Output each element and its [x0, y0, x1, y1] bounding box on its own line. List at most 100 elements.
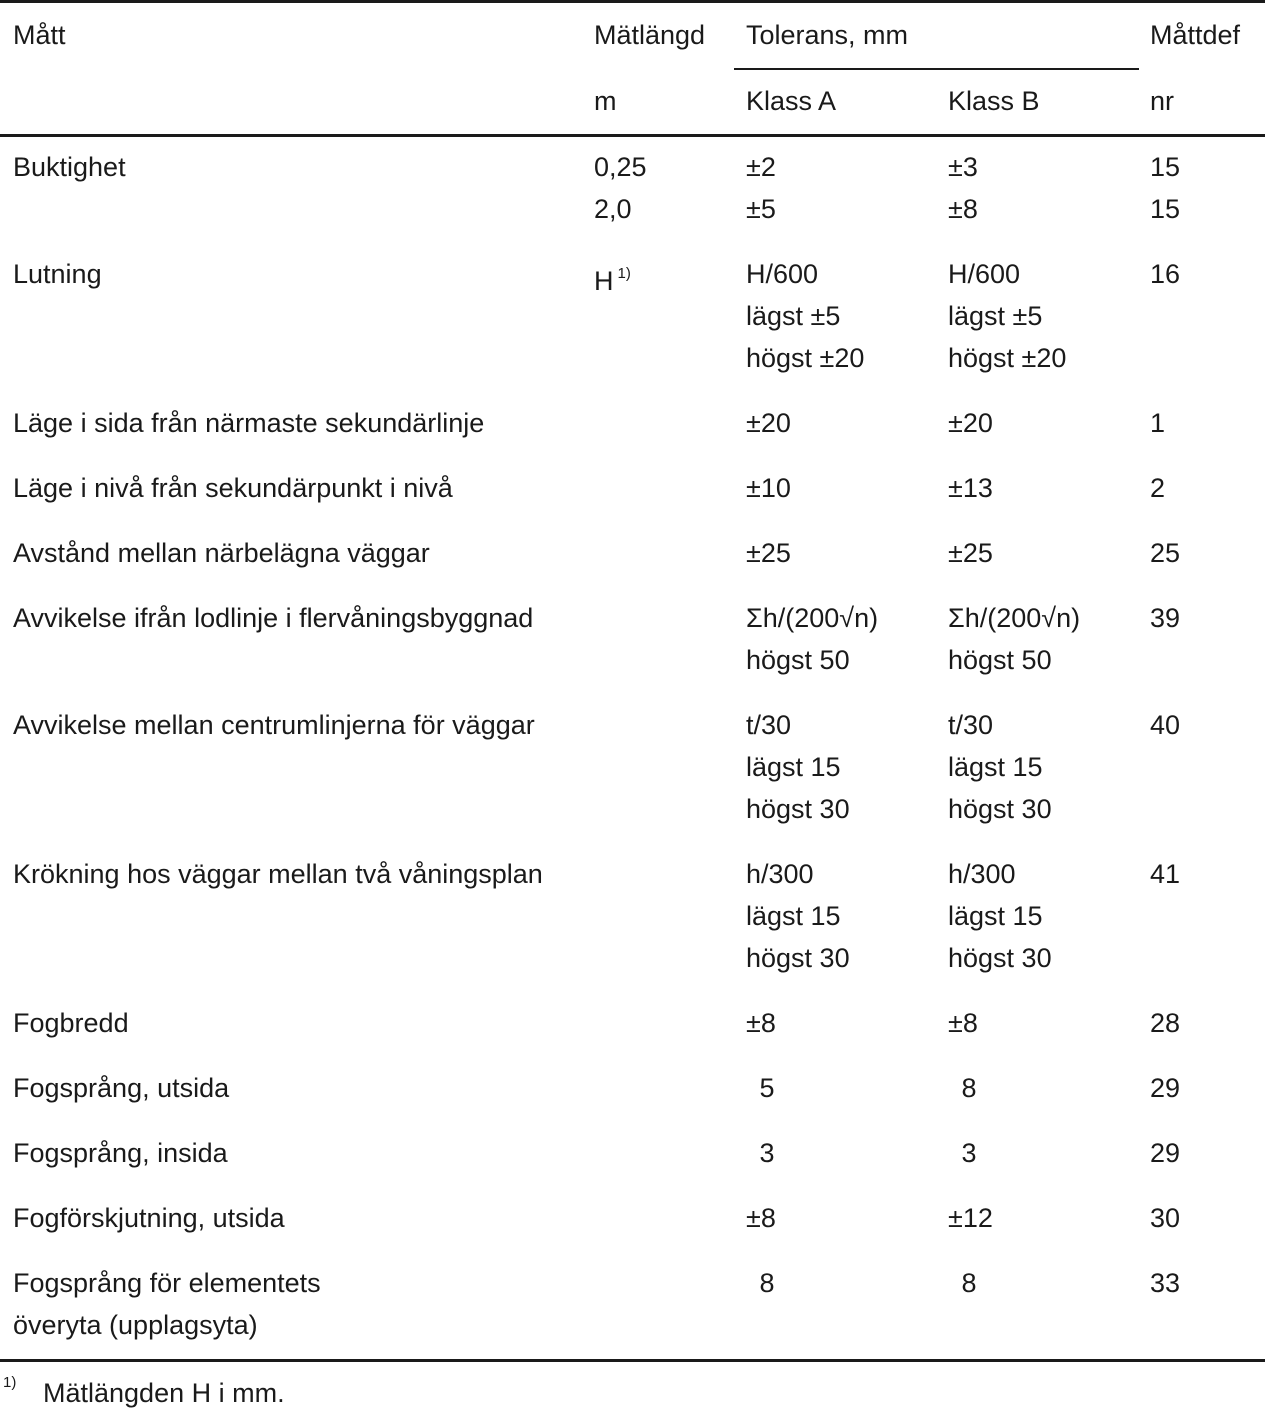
row-label: Krökning hos väggar mellan två våningspl… [13, 853, 543, 895]
row-klass-a-line: högst ±20 [746, 343, 865, 373]
row-klass-b-line: h/300 [948, 859, 1016, 889]
row-mattdef-nr-line: 40 [1150, 710, 1181, 740]
row-klass-b: ±25 [948, 532, 993, 574]
row-label: Läge i nivå från sekundärpunkt i nivå [13, 467, 453, 509]
row-length: 0,25 2,0 [594, 146, 647, 230]
row-klass-a-line: ±5 [746, 194, 776, 224]
row-klass-b-line: Σh/(200√n) [948, 603, 1081, 633]
row-klass-a: Σh/(200√n) högst 50 [746, 597, 878, 681]
row-klass-a-line: lägst 15 [746, 752, 841, 782]
row-klass-a-line: ±2 [746, 152, 776, 182]
row-klass-b-line: ±8 [948, 194, 978, 224]
row-label-line: Buktighet [13, 152, 126, 182]
row-label-line: Läge i sida från närmaste sekundärlinje [13, 408, 485, 438]
row-label-line: Fogsprång, insida [13, 1138, 228, 1168]
header-klass-a: Klass A [746, 86, 837, 116]
row-mattdef-nr-line: 29 [1150, 1073, 1181, 1103]
row-klass-b: 3 [948, 1132, 977, 1174]
row-label: Läge i sida från närmaste sekundärlinje [13, 402, 484, 444]
row-label: Fogsprång, utsida [13, 1067, 229, 1109]
top-rule [0, 0, 1265, 3]
group-rule [734, 68, 1139, 70]
row-klass-a: t/30 lägst 15 högst 30 [746, 704, 850, 830]
row-klass-a: H/600 lägst ±5 högst ±20 [746, 253, 864, 379]
row-klass-a-line: t/30 [746, 710, 792, 740]
row-klass-b-line: ±25 [948, 538, 993, 568]
row-klass-a: ±8 [746, 1002, 776, 1044]
row-klass-a: ±8 [746, 1197, 776, 1239]
row-klass-a-line: Σh/(200√n) [746, 603, 879, 633]
row-klass-b: 8 [948, 1067, 977, 1109]
row-mattdef-nr-line: 2 [1150, 473, 1166, 503]
row-klass-a-line: 8 [746, 1268, 775, 1298]
row-mattdef-nr-line: 28 [1150, 1008, 1181, 1038]
row-klass-a: ±2 ±5 [746, 146, 776, 230]
row-mattdef-nr-line: 15 [1150, 152, 1181, 182]
row-mattdef-nr: 15 15 [1150, 146, 1180, 230]
header-tolerans: Tolerans, mm [746, 20, 909, 50]
row-klass-b-line: 3 [948, 1138, 977, 1168]
row-klass-a-line: ±20 [746, 408, 791, 438]
header-mattdef: Måttdef [1150, 20, 1241, 50]
row-length: H 1) [594, 253, 631, 302]
row-label-line: Läge i nivå från sekundärpunkt i nivå [13, 473, 453, 503]
row-klass-b-line: högst 50 [948, 645, 1052, 675]
row-klass-b-line: ±3 [948, 152, 978, 182]
row-mattdef-nr-line: 30 [1150, 1203, 1181, 1233]
row-klass-b-line: t/30 [948, 710, 994, 740]
row-klass-a: h/300 lägst 15 högst 30 [746, 853, 850, 979]
row-mattdef-nr: 30 [1150, 1197, 1180, 1239]
row-klass-b-line: lägst ±5 [948, 301, 1043, 331]
row-klass-a-line: ±25 [746, 538, 791, 568]
footnote-text: Mätlängden H i mm. [43, 1378, 285, 1408]
row-mattdef-nr-line: 25 [1150, 538, 1181, 568]
header-matt: Mått [13, 20, 66, 50]
row-klass-a: ±25 [746, 532, 791, 574]
row-label: Avvikelse ifrån lodlinje i flervåningsby… [13, 597, 533, 639]
row-mattdef-nr: 2 [1150, 467, 1165, 509]
row-label: Avstånd mellan närbelägna väggar [13, 532, 430, 574]
row-label-line: Krökning hos väggar mellan två våningspl… [13, 859, 543, 889]
row-mattdef-nr-line: 1 [1150, 408, 1166, 438]
row-mattdef-nr-line: 33 [1150, 1268, 1181, 1298]
row-length-line: 2,0 [594, 194, 632, 224]
header-matlangd: Mätlängd [594, 20, 706, 50]
row-label-line: Avvikelse ifrån lodlinje i flervåningsby… [13, 603, 534, 633]
row-label: Avvikelse mellan centrumlinjerna för väg… [13, 704, 535, 746]
row-klass-a: 3 [746, 1132, 775, 1174]
row-mattdef-nr-line: 16 [1150, 259, 1181, 289]
row-length-line: H 1) [594, 265, 631, 296]
row-label-line: Avvikelse mellan centrumlinjerna för väg… [13, 710, 535, 740]
row-klass-b-line: lägst 15 [948, 752, 1043, 782]
row-label: Fogsprång, insida [13, 1132, 228, 1174]
row-label-line: Fogsprång för elementets [13, 1268, 321, 1298]
row-mattdef-nr-line: 41 [1150, 859, 1181, 889]
row-klass-b-line: högst 30 [948, 943, 1052, 973]
row-klass-b: t/30 lägst 15 högst 30 [948, 704, 1052, 830]
row-label-line: Fogbredd [13, 1008, 129, 1038]
row-mattdef-nr: 29 [1150, 1067, 1180, 1109]
row-klass-a-line: ±8 [746, 1203, 776, 1233]
row-klass-a-line: lägst 15 [746, 901, 841, 931]
row-label-line: Fogförskjutning, utsida [13, 1203, 285, 1233]
row-klass-a-line: högst 30 [746, 943, 850, 973]
row-klass-a-line: högst 30 [746, 794, 850, 824]
row-klass-b-line: högst ±20 [948, 343, 1067, 373]
header-unit-m: m [594, 86, 617, 116]
row-mattdef-nr: 41 [1150, 853, 1180, 895]
header-klass-b: Klass B [948, 86, 1040, 116]
row-klass-b: ±12 [948, 1197, 993, 1239]
row-klass-b-line: 8 [948, 1268, 977, 1298]
table-bottom-rule [0, 1359, 1265, 1362]
row-klass-a-line: 5 [746, 1073, 775, 1103]
row-klass-b-line: ±20 [948, 408, 993, 438]
row-mattdef-nr: 40 [1150, 704, 1180, 746]
row-klass-a-line: 3 [746, 1138, 775, 1168]
header-unit-nr: nr [1150, 86, 1175, 116]
row-klass-b-line: H/600 [948, 259, 1021, 289]
row-klass-b: ±13 [948, 467, 993, 509]
row-label-line: Avstånd mellan närbelägna väggar [13, 538, 430, 568]
row-klass-a-line: ±10 [746, 473, 791, 503]
row-klass-b: 8 [948, 1262, 977, 1304]
row-mattdef-nr: 29 [1150, 1132, 1180, 1174]
